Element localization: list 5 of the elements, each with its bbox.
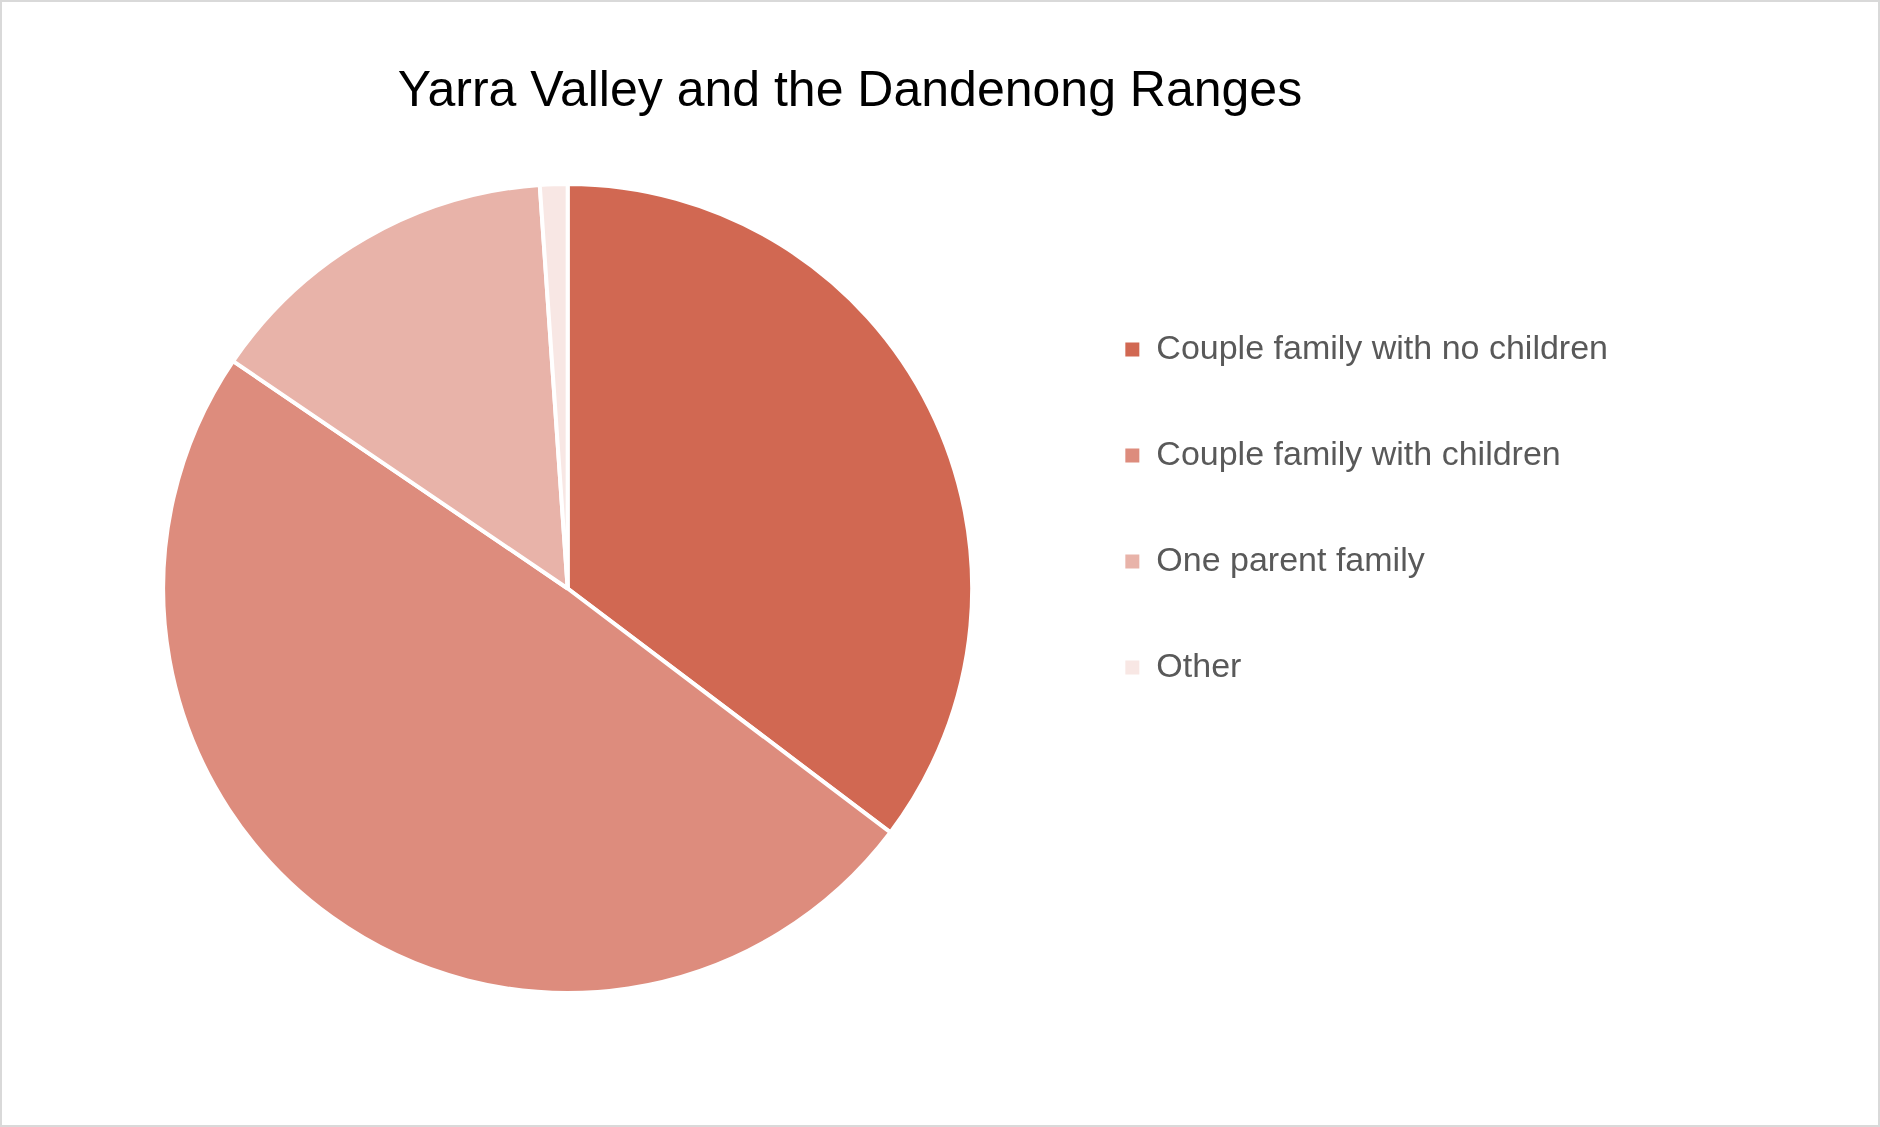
legend-label: Other (1156, 645, 1242, 684)
legend-label: Couple family with no children (1156, 327, 1609, 366)
chart-title: Yarra Valley and the Dandenong Ranges (397, 60, 1303, 117)
legend-label: One parent family (1156, 539, 1425, 578)
legend-label: Couple family with children (1156, 433, 1561, 472)
